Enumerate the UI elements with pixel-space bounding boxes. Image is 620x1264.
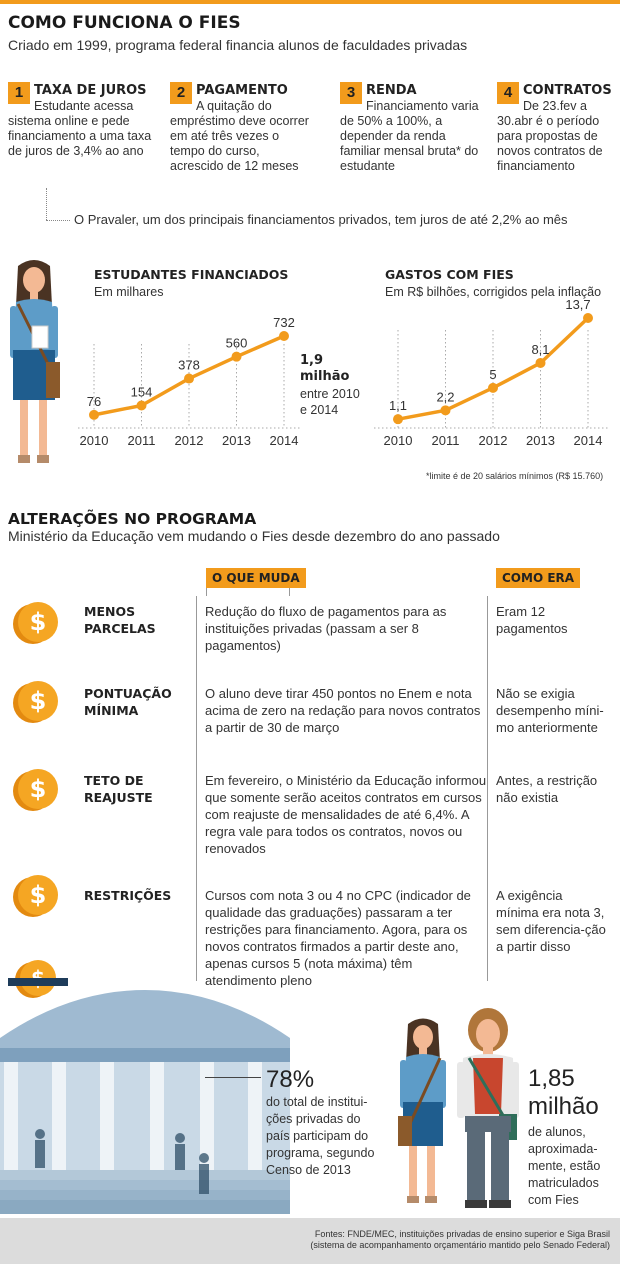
chart1-annotation-text: entre 2010 e 2014	[300, 387, 360, 417]
dollar-coin-icon: $	[18, 681, 58, 721]
col-header-what: O QUE MUDA	[206, 568, 306, 588]
step-number: 2	[170, 82, 192, 104]
data-point	[535, 357, 546, 368]
university-building-icon	[0, 978, 290, 1214]
col-header-was: COMO ERA	[496, 568, 581, 588]
stat2-text: de alunos, aproximada-mente, estão matri…	[528, 1125, 601, 1207]
row-label: MENOS PARCELAS	[84, 604, 156, 636]
x-tick-label: 2013	[526, 433, 555, 448]
col-bracket	[206, 588, 290, 596]
data-label: 2,2	[436, 389, 454, 404]
row-was: Eram 12 pagamentos	[496, 604, 568, 636]
sources-line-2: (sistema de acompanhamento orçamentário …	[310, 1240, 610, 1250]
dollar-coin-icon: $	[18, 769, 58, 809]
data-label: 154	[131, 384, 153, 399]
header: COMO FUNCIONA O FIES Criado em 1999, pro…	[0, 0, 620, 60]
changes-subtitle: Ministério da Educação vem mudando o Fie…	[8, 528, 500, 544]
stat2-unit: milhão	[528, 1093, 599, 1120]
data-label: 1,1	[389, 398, 407, 413]
chart2-subtitle: Em R$ bilhões, corrigidos pela inflação	[385, 285, 602, 299]
step-text: A quitação do empréstimo deve ocorrer em…	[170, 99, 309, 173]
row-what: Em fevereiro, o Ministério da Educação i…	[205, 773, 487, 856]
row-label: RESTRIÇÕES	[84, 888, 172, 903]
sources-line-1: Fontes: FNDE/MEC, instituições privadas …	[314, 1229, 610, 1239]
data-point	[136, 400, 147, 411]
data-point	[440, 405, 451, 416]
x-tick-label: 2011	[128, 433, 156, 448]
note-connector	[46, 188, 47, 220]
stat1-text: do total de institui-ções privadas do pa…	[266, 1095, 375, 1177]
x-tick-label: 2010	[80, 433, 109, 448]
student-icon	[457, 1008, 519, 1208]
data-label: 8,1	[531, 342, 549, 357]
dollar-coin-icon: $	[18, 602, 58, 642]
pravaler-note: O Pravaler, um dos principais financiame…	[74, 212, 568, 227]
x-tick-label: 2014	[574, 433, 603, 448]
top-accent-bar	[0, 0, 620, 4]
data-point	[583, 313, 593, 323]
sources-bar: Fontes: FNDE/MEC, instituições privadas …	[0, 1218, 620, 1264]
step-title: CONTRATOS	[523, 83, 612, 98]
step-number: 4	[497, 82, 519, 104]
divider-right	[487, 596, 488, 981]
data-point	[89, 409, 99, 420]
step-4: 4 CONTRATOS De 23.fev a 30.abr é o perío…	[497, 82, 619, 174]
stat1-pointer	[205, 1077, 261, 1078]
step-text: De 23.fev a 30.abr é o período para prop…	[497, 99, 603, 173]
data-label: 378	[178, 358, 200, 373]
x-tick-label: 2011	[432, 433, 460, 448]
chart2-plot: 1,1 2,2 5 8,1 13,7 2010 2011 2012 2013 2014	[374, 300, 610, 448]
data-label: 732	[273, 315, 295, 330]
row-label: TETO DE REAJUSTE	[84, 773, 153, 805]
row-what: O aluno deve tirar 450 pontos no Enem e …	[205, 686, 481, 735]
row-was: Antes, a restrição não existia	[496, 773, 598, 805]
x-tick-label: 2014	[270, 433, 299, 448]
step-1: 1 TAXA DE JUROS Estudante acessa sistema…	[8, 82, 153, 159]
chart1-annotation-value: 1,9 milhão	[300, 353, 350, 384]
chart1-plot: 76 154 378 560 732 2010 2011 2012 2013 2014	[78, 315, 300, 448]
x-tick-label: 2013	[222, 433, 251, 448]
data-label: 13,7	[565, 300, 590, 312]
student-icon	[10, 260, 60, 463]
page-title: COMO FUNCIONA O FIES	[8, 13, 241, 33]
data-point	[184, 373, 194, 384]
data-label: 76	[87, 394, 101, 409]
row-was: Não se exigia desempenho míni-mo anterio…	[496, 686, 604, 735]
data-label: 560	[226, 336, 248, 351]
stat1-value: 78%	[266, 1066, 315, 1093]
step-3: 3 RENDA Financiamento varia de 50% a 100…	[340, 82, 480, 174]
row-was: A exigência mínima era nota 3, sem difer…	[496, 888, 606, 954]
changes-title: ALTERAÇÕES NO PROGRAMA	[8, 510, 257, 528]
step-number: 1	[8, 82, 30, 104]
step-text: Estudante acessa sistema online e pede f…	[8, 99, 152, 158]
page-subtitle: Criado em 1999, programa federal financi…	[8, 37, 468, 53]
chart1-title: ESTUDANTES FINANCIADOS	[94, 267, 289, 282]
data-point	[279, 331, 289, 341]
chart1-subtitle: Em milhares	[94, 285, 164, 299]
data-point	[231, 351, 242, 362]
step-number: 3	[340, 82, 362, 104]
note-connector-h	[46, 220, 70, 221]
step-title: PAGAMENTO	[196, 83, 288, 98]
row-what: Redução do fluxo de pagamentos para as i…	[205, 604, 447, 653]
x-tick-label: 2012	[175, 433, 204, 448]
footnote: *limite é de 20 salários mínimos (R$ 15.…	[426, 471, 604, 481]
dollar-coin-icon: $	[18, 875, 58, 915]
divider-left	[196, 596, 197, 981]
step-2: 2 PAGAMENTO A quitação do empréstimo dev…	[170, 82, 315, 174]
step-title: TAXA DE JUROS	[34, 83, 147, 98]
student-icon	[398, 1018, 446, 1203]
x-tick-label: 2012	[479, 433, 508, 448]
row-what: Cursos com nota 3 ou 4 no CPC (indicador…	[205, 888, 471, 988]
chart2-title: GASTOS COM FIES	[385, 267, 514, 282]
row-label: PONTUAÇÃO MÍNIMA	[84, 686, 172, 718]
data-label: 5	[489, 367, 496, 382]
stat2-value: 1,85	[528, 1065, 575, 1092]
step-text: Financiamento varia de 50% a 100%, a dep…	[340, 99, 479, 173]
step-title: RENDA	[366, 83, 417, 98]
data-point	[488, 382, 498, 393]
x-tick-label: 2010	[384, 433, 413, 448]
data-point	[393, 414, 403, 425]
